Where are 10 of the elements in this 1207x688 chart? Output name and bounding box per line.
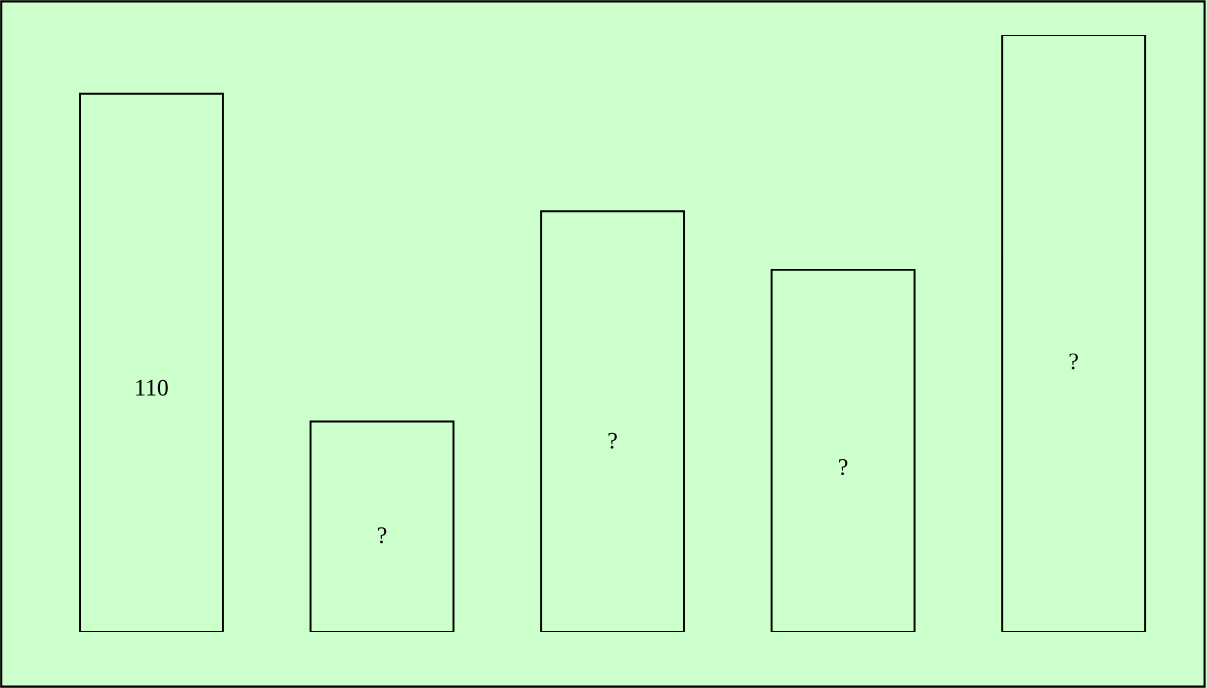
bar bbox=[79, 92, 224, 632]
data-label: ? bbox=[1069, 353, 1078, 370]
data-label: 110 bbox=[136, 379, 168, 396]
bar bbox=[1001, 35, 1147, 632]
bar bbox=[309, 420, 455, 632]
data-label: ? bbox=[608, 432, 617, 449]
data-label: ? bbox=[839, 459, 848, 476]
bar bbox=[770, 268, 916, 632]
data-label: ? bbox=[378, 527, 387, 544]
bar bbox=[540, 210, 685, 632]
